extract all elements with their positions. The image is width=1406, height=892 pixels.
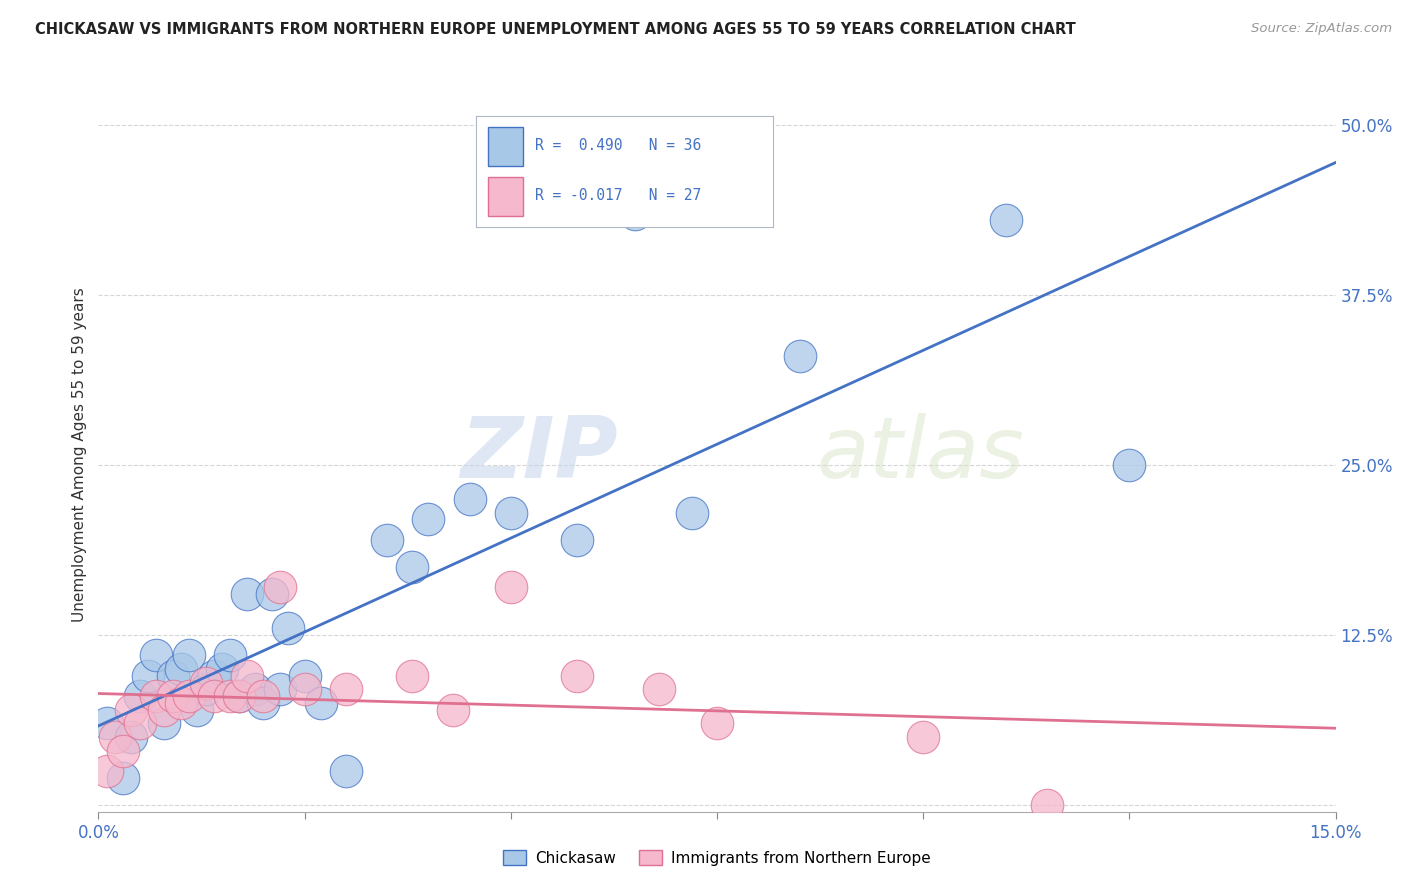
Point — [128, 689, 150, 703]
Point — [565, 533, 588, 547]
Text: Source: ZipAtlas.com: Source: ZipAtlas.com — [1251, 22, 1392, 36]
Text: atlas: atlas — [815, 413, 1024, 497]
Point — [418, 512, 440, 526]
Point — [219, 689, 242, 703]
Point — [375, 533, 398, 547]
Point — [499, 506, 522, 520]
Point — [194, 675, 217, 690]
Point — [120, 703, 142, 717]
Point — [565, 669, 588, 683]
Text: ZIP: ZIP — [460, 413, 619, 497]
Point — [179, 689, 201, 703]
Point — [202, 669, 225, 683]
Point — [401, 669, 423, 683]
Point — [648, 682, 671, 697]
Point — [162, 689, 184, 703]
Point — [228, 689, 250, 703]
Point — [211, 662, 233, 676]
Point — [236, 587, 259, 601]
Point — [112, 743, 135, 757]
Point — [706, 716, 728, 731]
Point — [170, 662, 193, 676]
Point — [96, 764, 118, 778]
Point — [194, 682, 217, 697]
Point — [170, 696, 193, 710]
Point — [179, 648, 201, 663]
Point — [994, 213, 1017, 227]
Point — [294, 682, 316, 697]
Point — [912, 730, 935, 744]
Point — [401, 560, 423, 574]
Text: CHICKASAW VS IMMIGRANTS FROM NORTHERN EUROPE UNEMPLOYMENT AMONG AGES 55 TO 59 YE: CHICKASAW VS IMMIGRANTS FROM NORTHERN EU… — [35, 22, 1076, 37]
Point — [145, 648, 167, 663]
Point — [294, 669, 316, 683]
Point — [269, 581, 291, 595]
Point — [202, 689, 225, 703]
Point — [681, 506, 703, 520]
Point — [277, 621, 299, 635]
Point — [309, 696, 332, 710]
Point — [145, 689, 167, 703]
Point — [219, 648, 242, 663]
Point — [128, 716, 150, 731]
Point — [104, 730, 127, 744]
Point — [162, 669, 184, 683]
Point — [458, 492, 481, 507]
Legend: Chickasaw, Immigrants from Northern Europe: Chickasaw, Immigrants from Northern Euro… — [498, 844, 936, 871]
Point — [120, 730, 142, 744]
Point — [335, 682, 357, 697]
Point — [260, 587, 283, 601]
Point — [335, 764, 357, 778]
Point — [96, 716, 118, 731]
Point — [1036, 797, 1059, 812]
Point — [499, 581, 522, 595]
Point — [153, 716, 176, 731]
Point — [228, 689, 250, 703]
Point — [252, 689, 274, 703]
Point — [1118, 458, 1140, 472]
Point — [252, 696, 274, 710]
Point — [789, 350, 811, 364]
Point — [243, 682, 266, 697]
Point — [186, 703, 208, 717]
Point — [236, 669, 259, 683]
Point — [112, 771, 135, 785]
Point — [153, 703, 176, 717]
Point — [623, 207, 645, 221]
Y-axis label: Unemployment Among Ages 55 to 59 years: Unemployment Among Ages 55 to 59 years — [72, 287, 87, 623]
Point — [441, 703, 464, 717]
Point — [136, 669, 159, 683]
Point — [269, 682, 291, 697]
